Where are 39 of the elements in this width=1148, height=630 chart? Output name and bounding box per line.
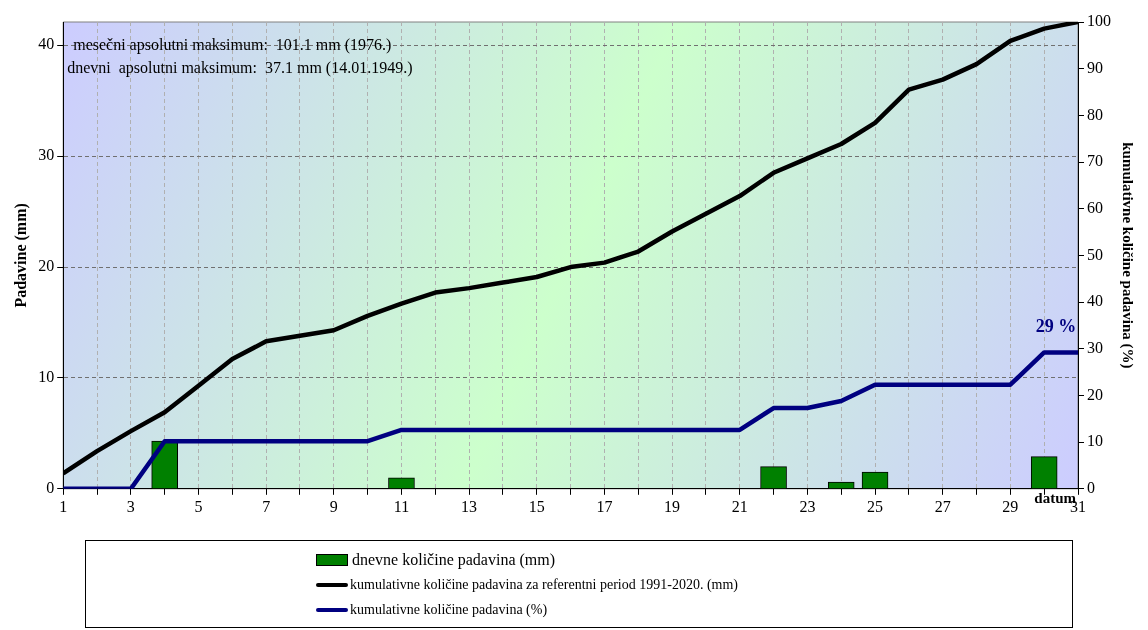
y-axis-title: Padavine (mm)	[11, 203, 30, 308]
y2-tick-label: 0	[1087, 479, 1095, 496]
y2-tick-label: 80	[1087, 105, 1103, 123]
y2-tick-label: 60	[1087, 198, 1103, 216]
x-tick-label: 7	[262, 497, 271, 515]
y2-tick-label: 100	[1087, 12, 1111, 30]
x-tick-label: 19	[664, 497, 681, 515]
x-tick-label: 13	[461, 497, 478, 515]
y-tick-label: 10	[38, 368, 55, 386]
x-tick-label: 21	[731, 497, 748, 515]
x-tick-label: 9	[329, 497, 338, 515]
y2-tick-label: 20	[1087, 385, 1103, 403]
y-tick-label: 30	[38, 146, 55, 164]
x-tick-label: 11	[393, 497, 410, 515]
y2-axis-title: kumulativne količine padavina (%)	[1119, 142, 1137, 369]
x-tick-label: 1	[59, 497, 68, 515]
x-tick-label: 25	[867, 497, 884, 515]
y2-tick-label: 90	[1087, 58, 1103, 76]
x-tick-label: 17	[596, 497, 613, 515]
y2-tick-label: 50	[1087, 245, 1103, 263]
legend-label: kumulativne količine padavina za referentni period 1991-2020. (mm)	[350, 576, 738, 593]
annotation: mesečni apsolutni maksimum: 101.1 mm (1976.)	[73, 36, 392, 54]
legend-label: kumulativne količine padavina (%)	[350, 601, 548, 618]
x-tick-label: 23	[799, 497, 816, 515]
x-tick-label: 5	[194, 497, 203, 515]
legend-label: dnevne količine padavina (mm)	[352, 550, 556, 569]
x-tick-label: 29	[1002, 497, 1019, 515]
x-tick-label: 15	[528, 497, 545, 515]
y2-tick-label: 40	[1087, 292, 1103, 310]
y2-tick-label: 10	[1087, 432, 1103, 450]
x-tick-label: 3	[126, 497, 135, 515]
y2-tick-label: 70	[1087, 152, 1103, 170]
y-tick-label: 20	[38, 257, 55, 275]
annotation: dnevni apsolutni maksimum: 37.1 mm (14.01.1949.)	[67, 59, 413, 77]
x-tick-label: 27	[934, 497, 951, 515]
y-tick-label: 40	[38, 35, 55, 53]
annotation: 29 %	[1035, 316, 1077, 337]
y2-tick-label: 30	[1087, 338, 1103, 356]
y-tick-label: 0	[46, 479, 55, 496]
